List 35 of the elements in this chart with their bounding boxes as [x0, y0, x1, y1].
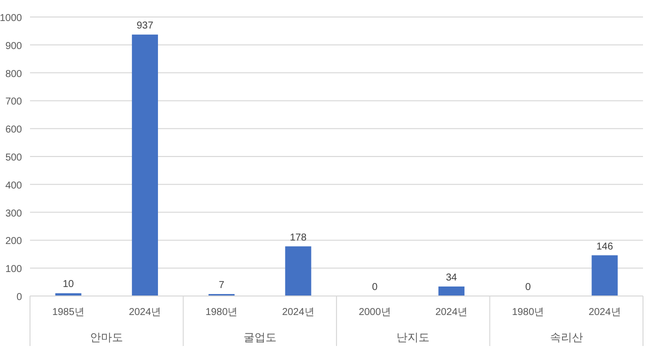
data-label: 7	[218, 280, 225, 292]
y-tick-label: 200	[5, 236, 22, 248]
y-tick-label: 500	[5, 152, 22, 164]
x-tick-label: 2024년	[282, 307, 314, 318]
x-tick-label: 2024년	[588, 307, 621, 318]
text: 속리산	[550, 332, 583, 344]
text: 안마도	[90, 332, 124, 344]
x-tick-label: 1985년	[52, 307, 84, 318]
text: 난지도	[396, 332, 430, 344]
x-tick-label: 1980년	[512, 307, 544, 318]
y-tick-label: 0	[16, 292, 22, 303]
y-tick-label: 1000	[0, 13, 22, 24]
data-label: 10	[62, 279, 74, 290]
x-tick-label: 1980년	[205, 307, 238, 318]
y-tick-label: 300	[5, 208, 22, 220]
y-tick-label: 800	[5, 68, 22, 80]
x-tick-label: 2000년	[358, 307, 391, 318]
text: 굴업도	[243, 332, 276, 344]
y-tick-label: 400	[5, 180, 22, 192]
data-label: 178	[290, 232, 307, 244]
data-label: 0	[372, 282, 378, 293]
x-tick-label: 2024년	[128, 307, 162, 318]
y-tick-label: 900	[5, 40, 22, 52]
data-label: 937	[136, 20, 154, 32]
y-tick-label: 600	[5, 124, 22, 136]
data-label: 0	[525, 282, 532, 293]
bar	[132, 34, 158, 296]
bar	[438, 286, 464, 296]
bar	[285, 246, 312, 296]
y-tick-label: 100	[5, 264, 22, 276]
x-tick-label: 2024년	[435, 307, 468, 318]
y-tick-label: 700	[5, 96, 22, 108]
data-label: 34	[446, 272, 458, 284]
bar	[592, 255, 618, 296]
data-label: 146	[596, 241, 614, 252]
